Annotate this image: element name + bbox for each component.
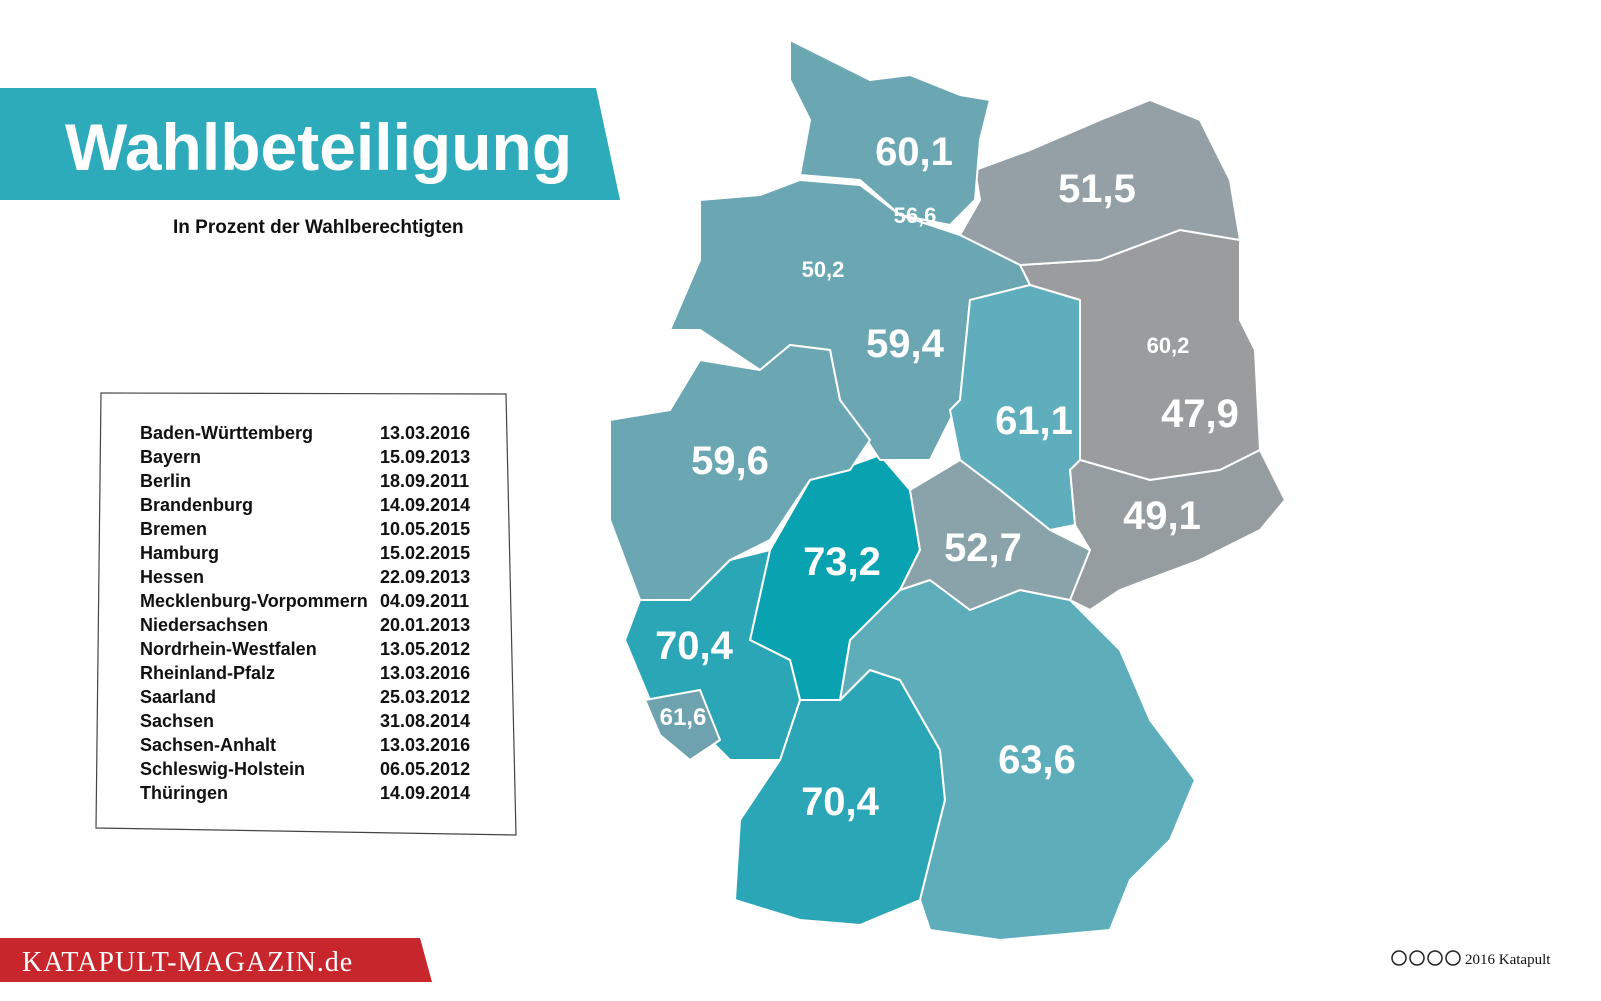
state-region (949, 284, 1081, 531)
election-date: 13.05.2012 (380, 639, 470, 659)
turnout-label: 61,6 (660, 704, 707, 731)
turnout-label: 70,4 (801, 780, 880, 824)
election-date: 14.09.2014 (380, 783, 470, 803)
state-name: Saarland (140, 687, 216, 707)
election-date: 20.01.2013 (380, 615, 470, 635)
election-date: 13.03.2016 (380, 735, 470, 755)
turnout-label: 60,1 (875, 130, 953, 174)
state-name: Rheinland-Pfalz (140, 663, 275, 683)
credit: 2016 Katapult (1465, 952, 1551, 968)
title: Wahlbeteiligung (65, 110, 572, 184)
state-name: Niedersachsen (140, 615, 268, 635)
election-date: 25.03.2012 (380, 687, 470, 707)
state-region (644, 689, 721, 761)
state-name: Thüringen (140, 783, 228, 803)
brand: KATAPULT-MAGAZIN.de (22, 947, 353, 978)
state-region (899, 459, 1091, 611)
map: 70,4 63,6 60,2 47,9 50,2 56,6 73,2 51,5 59,4 59,6… (609, 39, 1286, 941)
date-table: Baden-Württemberg 13.03.2016 Bayern 15.09.2… (140, 423, 470, 803)
legend-table-box (95, 392, 517, 836)
turnout-label: 50,2 (802, 257, 845, 282)
election-date: 15.09.2013 (380, 447, 470, 467)
state-name: Hamburg (140, 543, 219, 563)
subtitle: In Prozent der Wahlberechtigten (173, 217, 464, 238)
state-region (669, 179, 1031, 461)
election-date: 06.05.2012 (380, 759, 470, 779)
turnout-label: 70,4 (655, 624, 734, 668)
turnout-label: 49,1 (1123, 494, 1201, 538)
state-name: Mecklenburg-Vorpommern (140, 591, 368, 611)
turnout-label: 59,6 (691, 439, 769, 483)
election-date: 18.09.2011 (380, 471, 469, 491)
title-banner (0, 88, 620, 200)
election-date: 04.09.2011 (380, 591, 469, 611)
election-date: 10.05.2015 (380, 519, 470, 539)
election-date: 14.09.2014 (380, 495, 470, 515)
turnout-label: 63,6 (998, 738, 1076, 782)
turnout-label: 59,4 (866, 322, 945, 366)
turnout-label: 47,9 (1161, 392, 1239, 436)
state-name: Nordrhein-Westfalen (140, 639, 317, 659)
state-region (789, 39, 991, 226)
turnout-label: 60,2 (1147, 333, 1190, 358)
turnout-label: 73,2 (803, 540, 881, 584)
turnout-label: 51,5 (1058, 167, 1136, 211)
state-name: Hessen (140, 567, 204, 587)
turnout-label: 61,1 (995, 399, 1073, 443)
brand-banner (0, 938, 432, 982)
election-date: 13.03.2016 (380, 423, 470, 443)
state-name: Baden-Württemberg (140, 423, 313, 443)
state-name: Brandenburg (140, 495, 253, 515)
state-name: Sachsen (140, 711, 214, 731)
state-name: Berlin (140, 471, 191, 491)
election-date: 15.02.2015 (380, 543, 470, 563)
state-region (1069, 449, 1286, 611)
state-name: Bayern (140, 447, 201, 467)
state-name: Schleswig-Holstein (140, 759, 305, 779)
turnout-label: 52,7 (944, 526, 1022, 570)
election-date: 13.03.2016 (380, 663, 470, 683)
election-date: 31.08.2014 (380, 711, 470, 731)
cc-icons (1391, 950, 1461, 966)
state-name: Bremen (140, 519, 207, 539)
election-date: 22.09.2013 (380, 567, 470, 587)
state-name: Sachsen-Anhalt (140, 735, 276, 755)
turnout-label: 56,6 (894, 203, 937, 228)
